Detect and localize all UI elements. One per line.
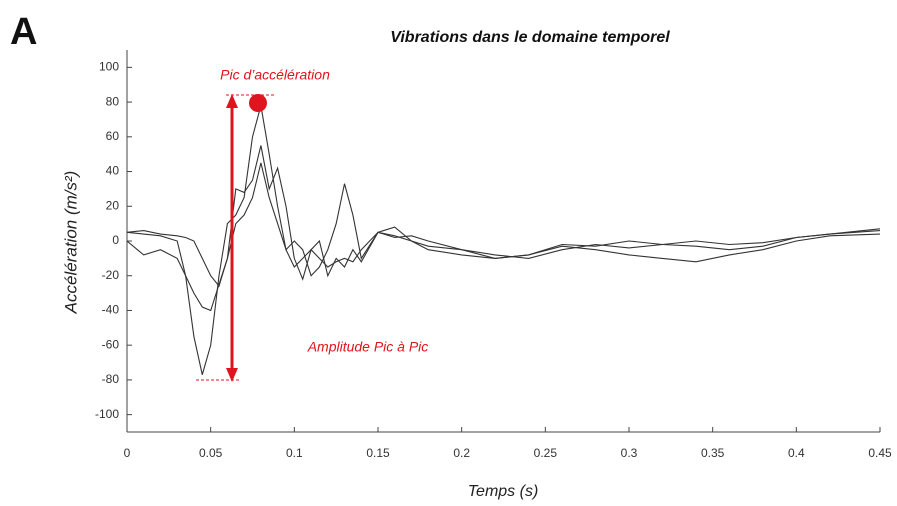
line-series	[126, 105, 881, 375]
y-tick-label: 0	[112, 233, 119, 247]
x-tick-label: 0.2	[453, 446, 470, 460]
x-tick-label: 0.4	[788, 446, 805, 460]
x-tick-label: 0.45	[868, 446, 892, 460]
peak-marker	[249, 94, 267, 112]
arrow-head	[226, 94, 238, 108]
x-axis-label: Temps (s)	[468, 483, 539, 500]
chart-title: Vibrations dans le domaine temporel	[390, 29, 670, 46]
y-tick-label: 20	[106, 198, 120, 212]
y-axis-label: Accélération (m/s²)	[61, 171, 80, 315]
y-tick-label: -20	[102, 268, 120, 282]
y-tick-label: -80	[102, 372, 120, 386]
x-tick-label: 0.35	[701, 446, 725, 460]
x-tick-label: 0.25	[534, 446, 558, 460]
y-tick-label: 60	[106, 129, 120, 143]
line-series	[126, 145, 881, 312]
y-tick-label: 80	[106, 94, 120, 108]
x-tick-label: 0.1	[286, 446, 303, 460]
y-tick-label: 100	[99, 60, 119, 74]
y-tick-label: -40	[102, 303, 120, 317]
arrow-head	[226, 368, 238, 382]
annotation: Amplitude Pic à Pic	[307, 339, 429, 355]
panel-label: A	[10, 11, 37, 53]
x-tick-label: 0.05	[199, 446, 223, 460]
y-tick-label: 40	[106, 164, 120, 178]
x-tick-label: 0.15	[366, 446, 390, 460]
y-tick-label: -100	[95, 407, 119, 421]
annotation: Pic d’accélération	[220, 67, 330, 83]
y-tick-label: -60	[102, 337, 120, 351]
line-series	[126, 162, 881, 288]
x-tick-label: 0	[124, 446, 131, 460]
x-tick-label: 0.3	[621, 446, 638, 460]
